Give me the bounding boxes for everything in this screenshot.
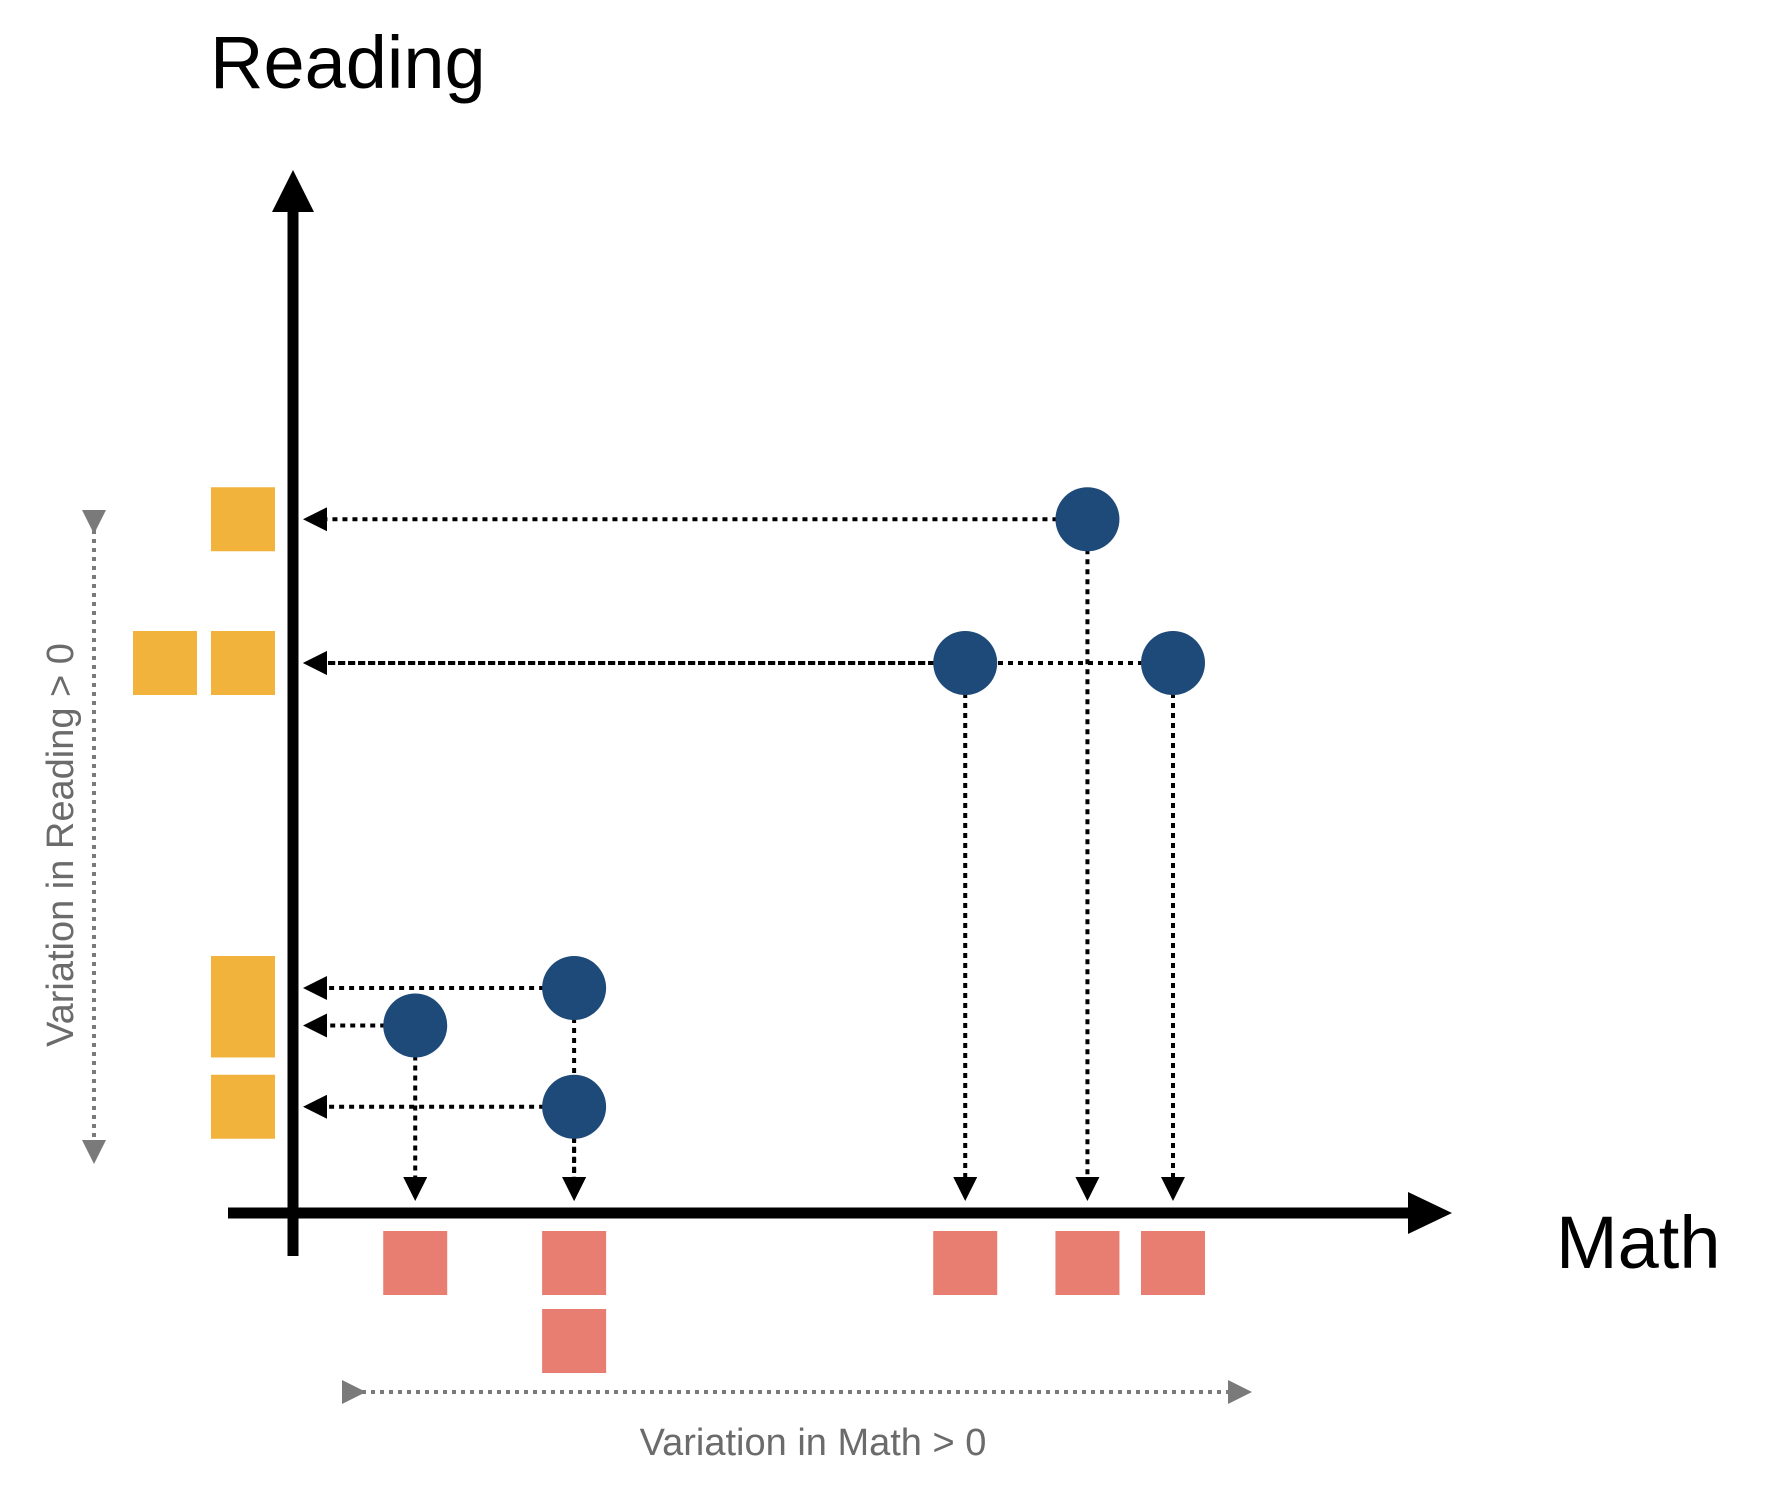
reading-marginal-d bbox=[211, 631, 275, 695]
math-variation-indicator: Variation in Math > 0 bbox=[342, 1380, 1252, 1464]
data-points bbox=[383, 487, 1205, 1139]
y-axis-arrowhead bbox=[272, 170, 314, 212]
reading-marginal-squares bbox=[133, 487, 275, 1139]
reading-variation-indicator: Variation in Reading > 0 bbox=[40, 510, 106, 1164]
projection-guides bbox=[303, 507, 1185, 1201]
math-marginal-squares bbox=[383, 1231, 1205, 1373]
math-marginal-f bbox=[1141, 1231, 1205, 1295]
reading-marginal-c bbox=[211, 1074, 275, 1139]
point-f bbox=[1141, 631, 1205, 695]
reading-marginal-f bbox=[133, 631, 197, 695]
point-e bbox=[1055, 487, 1120, 552]
point-b bbox=[542, 956, 607, 1020]
reading-marginal-b bbox=[211, 956, 275, 1020]
x-axis-arrowhead bbox=[1408, 1192, 1452, 1234]
x-axis-title: Math bbox=[1556, 1201, 1721, 1284]
math-marginal-b bbox=[542, 1231, 607, 1295]
math-variation-label: Variation in Math > 0 bbox=[640, 1422, 987, 1464]
math-marginal-a bbox=[383, 1231, 448, 1295]
math-marginal-e bbox=[1055, 1231, 1120, 1295]
math-marginal-d bbox=[933, 1231, 998, 1295]
point-d bbox=[933, 631, 998, 695]
point-c bbox=[542, 1074, 607, 1139]
axes bbox=[228, 170, 1452, 1256]
reading-marginal-e bbox=[211, 487, 275, 552]
y-axis-title: Reading bbox=[210, 21, 486, 104]
math-marginal-c bbox=[542, 1309, 607, 1373]
reading-variation-label: Variation in Reading > 0 bbox=[40, 643, 82, 1047]
point-a bbox=[383, 993, 448, 1058]
